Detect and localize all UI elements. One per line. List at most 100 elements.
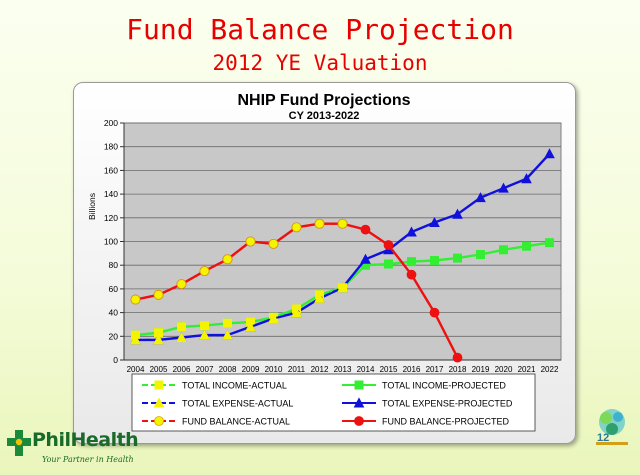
income-projected-point [384,259,393,269]
series-line [135,222,343,301]
x-tick-label: 2013 [334,365,352,374]
x-tick-label: 2021 [518,365,536,374]
y-tick-label: 60 [109,284,119,294]
expense-actual-point [245,321,256,332]
fund-actual-point [268,238,279,249]
fund-actual-point [176,279,187,290]
y-tick-label: 140 [104,189,118,199]
fund-actual-point [337,218,348,229]
x-tick-label: 2009 [242,365,260,374]
income-actual-point [223,318,232,328]
income-projected-point [476,250,485,260]
income-actual-point [200,321,209,331]
philhealth-logo: PhilHealth Your Partner in Health [6,428,139,472]
x-tick-label: 2012 [311,365,329,374]
y-tick-label: 200 [104,118,118,128]
x-tick-label: 2020 [495,365,513,374]
fund-projected-point [360,224,371,235]
logo-text: PhilHealth [32,429,139,451]
x-tick-label: 2016 [403,365,421,374]
x-tick-label: 2011 [288,365,306,374]
fund-actual-point [154,416,164,426]
expense-projected-point [406,226,417,237]
series-line [135,286,343,341]
x-tick-label: 2008 [219,365,237,374]
income-actual-point [154,380,164,390]
y-tick-label: 160 [104,165,118,175]
expense-actual-point [337,282,348,293]
fund-actual-point [130,294,141,305]
x-tick-label: 2018 [449,365,467,374]
fund-projected-point [354,416,364,426]
y-tick-label: 80 [109,260,119,270]
fund-projected-point [429,307,440,318]
income-projected-point [354,380,364,390]
expense-actual-point [176,331,187,342]
expense-projected-point [498,182,509,193]
expense-projected-point [521,173,532,184]
expense-actual-point [199,329,210,340]
income-projected-point [430,255,439,265]
expense-projected-point [475,192,486,203]
legend-label: TOTAL INCOME-PROJECTED [382,381,506,391]
expense-actual-point [130,334,141,345]
x-tick-label: 2010 [265,365,283,374]
income-projected-point [522,241,531,251]
fund-projected-point [452,352,463,363]
x-tick-label: 2017 [426,365,444,374]
legend-label: FUND BALANCE-PROJECTED [382,417,510,427]
expense-projected-point [452,208,463,219]
y-axis-label: Billions [87,193,97,220]
legend-label: TOTAL EXPENSE-ACTUAL [182,399,293,409]
y-tick-label: 120 [104,213,118,223]
expense-projected-point [429,216,440,228]
slide-title: Fund Balance Projection [126,13,514,46]
y-tick-label: 0 [113,355,118,365]
page-number: 12 [597,432,610,444]
x-tick-label: 2022 [541,365,559,374]
chart-subtitle: CY 2013-2022 [289,110,360,122]
legend-box [131,373,536,432]
fund-actual-point [199,266,210,277]
y-tick-label: 100 [104,237,118,247]
fund-actual-point [222,254,233,265]
fund-actual-point [291,222,302,233]
fund-actual-point [314,218,325,229]
income-projected-point [453,253,462,263]
x-tick-label: 2014 [357,365,375,374]
fund-projected-point [406,269,417,280]
y-tick-label: 20 [109,331,119,341]
expense-projected-point [544,148,555,159]
chart-frame: NHIP Fund Projections CY 2013-2022 0 20 40 60… [73,82,576,444]
fund-actual-point [153,289,164,300]
legend-label: FUND BALANCE-ACTUAL [182,417,290,427]
expense-actual-point [222,329,233,340]
slide-subtitle: 2012 YE Valuation [212,51,428,75]
x-tick-label: 2004 [127,365,145,374]
expense-actual-point [314,292,325,303]
x-tick-label: 2006 [173,365,191,374]
expense-actual-point [291,307,302,318]
legend-label: TOTAL INCOME-ACTUAL [182,381,287,391]
income-projected-point [545,238,554,248]
x-tick-label: 2005 [150,365,168,374]
expense-actual-point [153,334,164,345]
chart-title: NHIP Fund Projections [237,92,410,109]
emblem-icon [596,409,628,445]
income-actual-point [177,322,186,332]
logo-tagline: Your Partner in Health [42,455,134,464]
y-tick-label: 40 [109,308,119,318]
x-tick-label: 2007 [196,365,214,374]
expense-actual-point [268,312,279,324]
legend-label: TOTAL EXPENSE-PROJECTED [382,399,513,409]
x-tick-label: 2019 [472,365,490,374]
cross-icon [7,430,31,456]
expense-actual-point [153,397,165,408]
expense-projected-point [360,253,371,264]
income-projected-point [499,245,508,255]
fund-actual-point [245,236,256,247]
fund-projected-point [383,240,394,250]
x-tick-label: 2015 [380,365,398,374]
income-projected-point [407,257,416,267]
